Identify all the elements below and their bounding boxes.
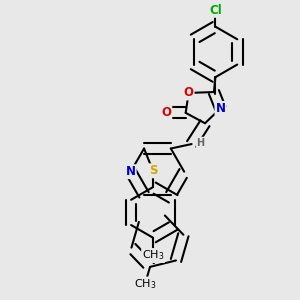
Text: Cl: Cl	[209, 4, 222, 17]
Text: CH$_3$: CH$_3$	[142, 249, 164, 262]
Text: O: O	[161, 106, 171, 119]
Text: S: S	[149, 164, 157, 177]
Text: N: N	[215, 102, 225, 115]
Text: O: O	[184, 86, 194, 99]
Text: CH$_3$: CH$_3$	[134, 277, 156, 291]
Text: H: H	[196, 138, 205, 148]
Text: N: N	[126, 165, 136, 178]
